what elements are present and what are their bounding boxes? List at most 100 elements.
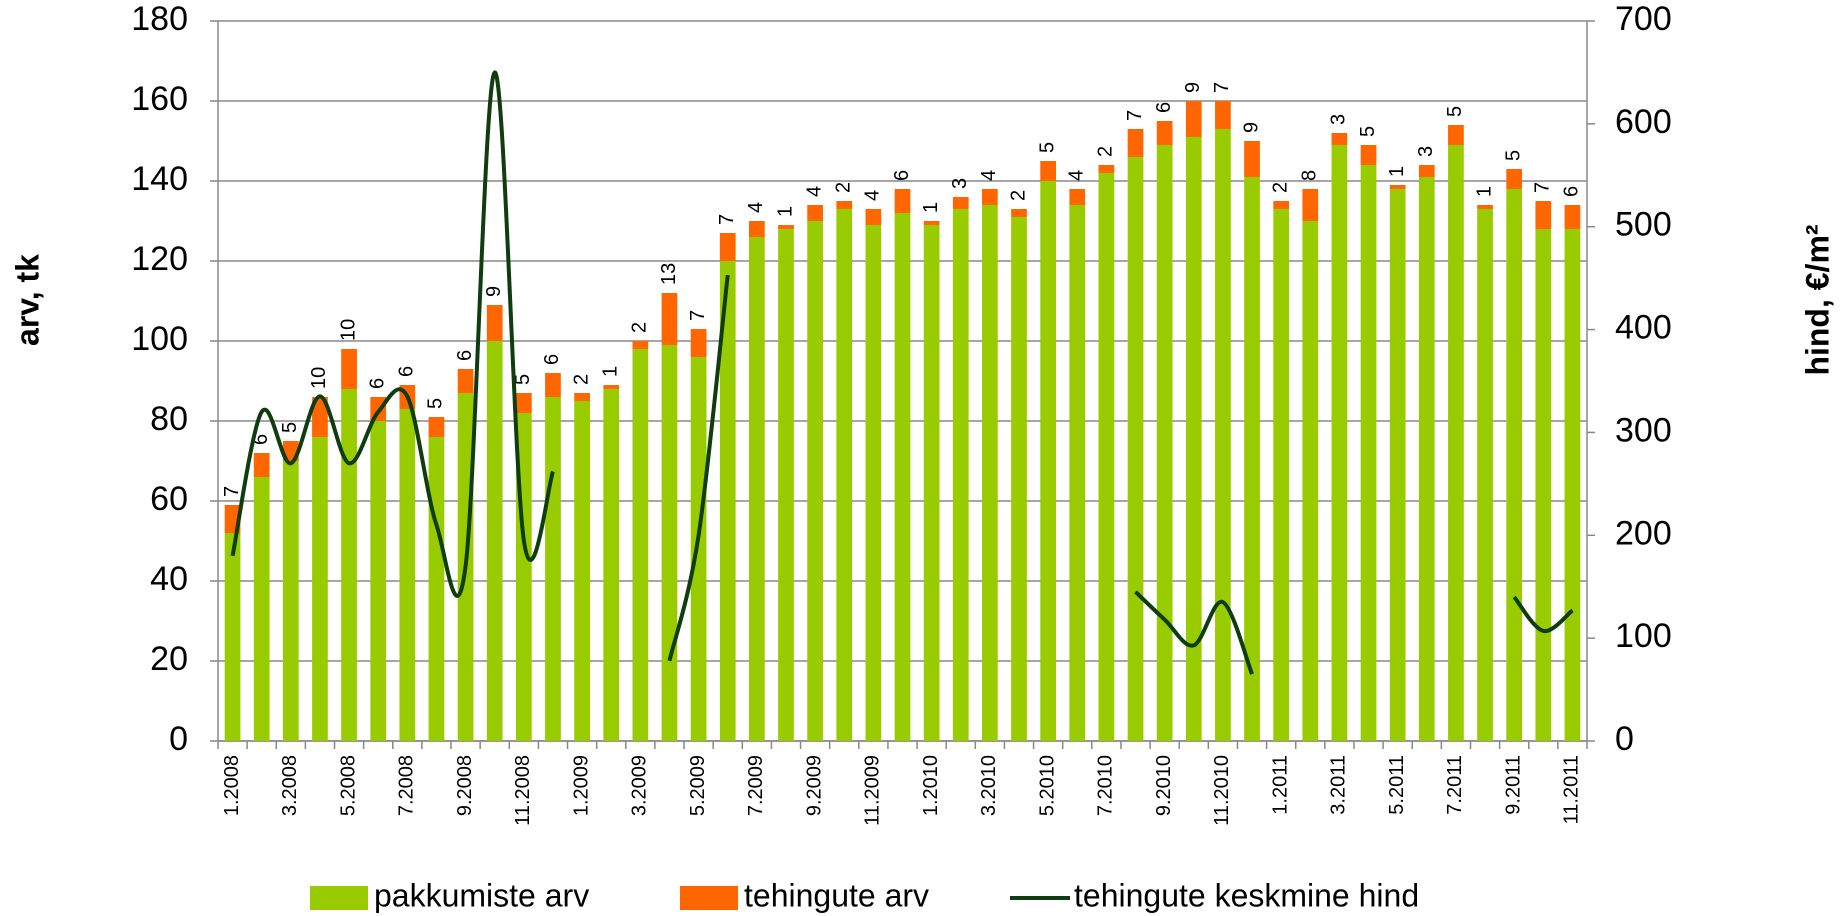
x-tick-label: 5.2011 bbox=[1386, 755, 1408, 815]
data-label: 7 bbox=[716, 214, 738, 225]
x-tick-label: 7.2011 bbox=[1444, 755, 1466, 815]
bar bbox=[778, 225, 794, 229]
y2-tick-label: 200 bbox=[1615, 514, 1672, 552]
x-tick-label: 5.2008 bbox=[337, 755, 359, 816]
x-tick-label: 7.2010 bbox=[1095, 755, 1117, 816]
bar bbox=[341, 349, 357, 389]
bar bbox=[1273, 209, 1290, 741]
data-label: 2 bbox=[1269, 182, 1291, 193]
x-tick-label: 11.2008 bbox=[512, 755, 534, 826]
data-label: 2 bbox=[1007, 190, 1029, 201]
data-label: 6 bbox=[396, 366, 418, 377]
legend-label: tehingute keskmine hind bbox=[1074, 877, 1419, 913]
bar bbox=[428, 417, 445, 437]
data-label: 5 bbox=[1502, 150, 1524, 161]
bar bbox=[661, 293, 678, 345]
x-tick-label: 3.2010 bbox=[978, 755, 1000, 816]
bar bbox=[661, 345, 678, 741]
bar bbox=[428, 437, 445, 741]
legend-label: pakkumiste arv bbox=[374, 877, 589, 913]
legend-label: tehingute arv bbox=[744, 877, 929, 913]
bar bbox=[1098, 173, 1115, 741]
bar bbox=[1360, 145, 1377, 165]
data-label: 3 bbox=[949, 178, 971, 189]
data-label: 5 bbox=[1036, 142, 1058, 153]
y2-tick-label: 100 bbox=[1615, 617, 1672, 655]
data-label: 7 bbox=[221, 486, 243, 497]
bar bbox=[865, 225, 882, 741]
x-tick-label: 3.2009 bbox=[629, 755, 651, 816]
x-tick-label: 9.2011 bbox=[1502, 755, 1524, 815]
bar bbox=[457, 369, 474, 393]
bar bbox=[545, 373, 561, 397]
bar bbox=[982, 189, 998, 205]
line bbox=[1134, 590, 1254, 675]
data-label: 4 bbox=[803, 186, 825, 197]
data-label: 5 bbox=[1444, 106, 1466, 117]
bar bbox=[312, 437, 328, 741]
bar bbox=[486, 305, 503, 341]
data-label: 9 bbox=[483, 286, 505, 297]
bar bbox=[1156, 145, 1173, 741]
bar bbox=[1506, 169, 1523, 189]
x-tick-label: 5.2009 bbox=[687, 755, 709, 816]
line bbox=[1512, 595, 1574, 633]
data-label: 7 bbox=[1211, 82, 1233, 93]
bar bbox=[1477, 209, 1493, 741]
data-label: 5 bbox=[1357, 126, 1379, 137]
x-tick-label: 11.2011 bbox=[1561, 755, 1583, 824]
y2-tick-label: 300 bbox=[1615, 411, 1672, 449]
bar bbox=[836, 209, 853, 741]
data-label: 1 bbox=[774, 206, 796, 217]
bar bbox=[399, 409, 416, 741]
bar bbox=[1244, 177, 1260, 741]
data-label: 6 bbox=[250, 434, 272, 445]
x-tick-label: 1.2009 bbox=[570, 755, 592, 816]
data-label: 3 bbox=[1415, 146, 1437, 157]
x-tick-label: 9.2008 bbox=[454, 755, 476, 816]
bar bbox=[807, 221, 823, 741]
x-tick-label: 7.2009 bbox=[745, 755, 767, 816]
bar bbox=[253, 453, 270, 477]
bar bbox=[1011, 209, 1027, 217]
bar bbox=[778, 229, 794, 741]
bar bbox=[836, 201, 853, 209]
data-label: 13 bbox=[658, 263, 680, 285]
legend-swatch bbox=[310, 886, 368, 910]
x-tick-label: 9.2010 bbox=[1153, 755, 1175, 816]
data-label: 7 bbox=[687, 310, 709, 321]
data-label: 2 bbox=[833, 182, 855, 193]
bar bbox=[574, 393, 590, 401]
x-tick-label: 9.2009 bbox=[803, 755, 825, 816]
bar bbox=[312, 397, 328, 437]
y-tick-label: 80 bbox=[150, 400, 188, 438]
bar bbox=[1331, 133, 1348, 145]
bar bbox=[574, 401, 590, 741]
data-label: 1 bbox=[1386, 166, 1408, 177]
bar bbox=[748, 221, 765, 237]
bar bbox=[224, 533, 241, 741]
data-label: 6 bbox=[541, 354, 563, 365]
bar bbox=[719, 261, 736, 741]
data-label: 2 bbox=[570, 374, 592, 385]
bar bbox=[923, 225, 940, 741]
bar bbox=[1215, 101, 1231, 129]
x-tick-label: 5.2010 bbox=[1036, 755, 1058, 816]
y-axis-title: arv, tk bbox=[9, 254, 45, 346]
bar bbox=[1127, 129, 1144, 157]
data-label: 8 bbox=[1299, 170, 1321, 181]
bar bbox=[1535, 229, 1552, 741]
data-label: 7 bbox=[1124, 110, 1146, 121]
x-tick-label: 1.2010 bbox=[920, 755, 942, 816]
bar bbox=[370, 421, 387, 741]
bar bbox=[1506, 189, 1523, 741]
data-label: 10 bbox=[308, 367, 330, 389]
data-label: 6 bbox=[366, 378, 388, 389]
y2-tick-label: 0 bbox=[1615, 720, 1634, 758]
data-label: 2 bbox=[629, 322, 651, 333]
bar bbox=[894, 213, 911, 741]
data-label: 4 bbox=[745, 202, 767, 213]
bar bbox=[515, 393, 532, 413]
bar bbox=[603, 385, 620, 389]
